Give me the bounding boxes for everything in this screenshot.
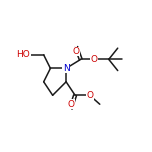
Text: O: O	[86, 91, 93, 100]
Text: O: O	[91, 55, 98, 64]
Text: HO: HO	[16, 50, 30, 59]
Text: O: O	[67, 100, 74, 109]
Text: O: O	[73, 47, 80, 56]
Text: N: N	[63, 64, 69, 73]
